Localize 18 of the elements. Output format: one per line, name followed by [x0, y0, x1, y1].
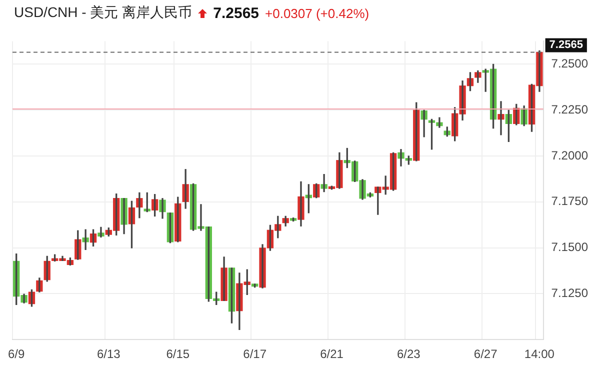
- y-tick-label: 7.1250: [551, 286, 588, 300]
- y-tick-label: 7.1750: [551, 194, 588, 208]
- x-tick-label: 6/21: [320, 347, 344, 362]
- y-tick-label: 7.2500: [551, 56, 588, 70]
- x-tick-label: 6/23: [396, 347, 421, 362]
- chart-title: USD/CNH - 美元 离岸人民币: [14, 4, 192, 22]
- chart-subtitle: 7.2565: [213, 4, 260, 22]
- y-tick-label: 7.1500: [551, 240, 588, 254]
- text: +0.0307 (+0.42%): [265, 6, 370, 20]
- x-tick-label: 6/13: [96, 347, 121, 362]
- ref-line-label: 7.2565: [549, 39, 583, 52]
- x-tick-label: 6/17: [243, 347, 267, 362]
- x-tick-label: 6/15: [166, 347, 190, 362]
- x-tick-label: 6/27: [474, 347, 498, 362]
- x-tick-label: 6/9: [8, 347, 26, 362]
- x-tick-label: 14:00: [524, 347, 555, 362]
- y-tick-label: 7.2000: [551, 148, 588, 162]
- y-tick-label: 7.2250: [551, 102, 588, 116]
